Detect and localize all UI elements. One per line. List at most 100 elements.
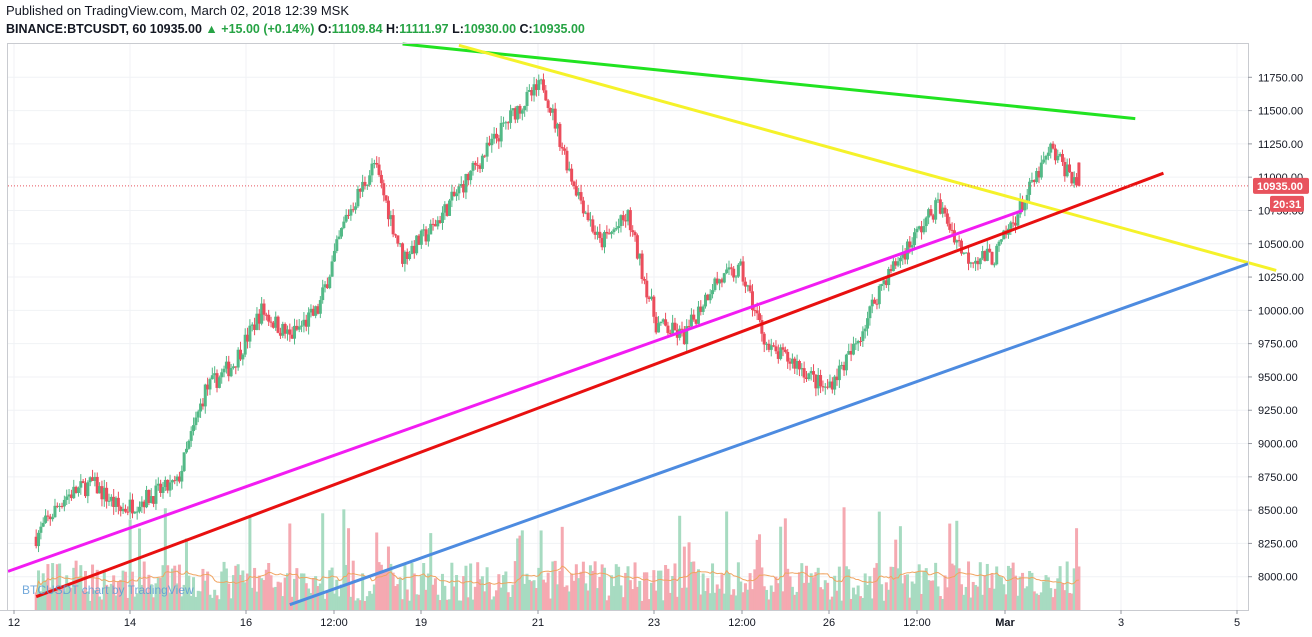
candle-body xyxy=(983,251,987,261)
volume-bar xyxy=(227,583,231,610)
volume-bar xyxy=(88,600,92,610)
volume-bar xyxy=(1070,593,1074,610)
volume-bar xyxy=(941,598,945,610)
symbol-label[interactable]: BINANCE:BTCUSDT, 60 xyxy=(6,22,147,36)
candle-body xyxy=(422,229,426,231)
volume-bar xyxy=(156,577,160,610)
volume-bar xyxy=(368,591,372,610)
green-trendline[interactable] xyxy=(402,42,1136,121)
candle-body xyxy=(903,252,907,260)
volume-bar xyxy=(1049,588,1053,610)
volume-bar xyxy=(114,595,118,610)
volume-bar xyxy=(905,574,909,610)
candle-body xyxy=(398,243,402,245)
time-tick-label: 12:00 xyxy=(903,617,931,629)
candle-body xyxy=(612,229,616,233)
candle-body xyxy=(154,485,158,504)
candle-body xyxy=(847,351,851,355)
volume-bar xyxy=(285,573,289,610)
candle-body xyxy=(53,505,57,518)
candle-body xyxy=(199,403,203,412)
blue-trendline[interactable] xyxy=(289,262,1249,607)
candle-body xyxy=(861,331,865,342)
candle-body xyxy=(210,375,214,380)
candle-body xyxy=(891,261,895,272)
volume-bar xyxy=(546,572,550,610)
volume-bar xyxy=(208,594,212,610)
candle-body xyxy=(633,232,637,236)
candle-body xyxy=(215,373,219,388)
candle-body xyxy=(429,223,433,235)
volume-bar xyxy=(417,594,421,610)
candle-body xyxy=(765,343,769,345)
volume-bar xyxy=(1009,568,1013,610)
price-chart[interactable]: 8000.00 8250.00 8500.00 8750.00 9000.00 9250.… xyxy=(0,40,1312,637)
candle-body xyxy=(581,200,585,214)
volume-bar xyxy=(901,583,905,610)
volume-bar xyxy=(509,596,513,610)
candle-body xyxy=(504,122,508,124)
candle-body xyxy=(718,279,722,284)
candle-body xyxy=(830,381,834,390)
volume-bar xyxy=(112,575,116,610)
volume-bar xyxy=(673,563,677,610)
volume-bar xyxy=(976,586,980,610)
volume-bar xyxy=(732,589,736,610)
volume-bar xyxy=(628,580,632,610)
candle-body xyxy=(41,522,45,527)
candle-body xyxy=(898,257,902,262)
red-trendline[interactable] xyxy=(35,171,1164,599)
yellow-trendline[interactable] xyxy=(458,43,1277,272)
magenta-trendline[interactable] xyxy=(7,209,1024,573)
time-tick-label: 23 xyxy=(648,617,660,629)
volume-bar xyxy=(126,597,130,610)
volume-bar xyxy=(149,584,153,610)
volume-bar xyxy=(147,574,151,610)
volume-bar xyxy=(309,592,313,610)
trendlines[interactable] xyxy=(7,42,1277,607)
price-tick-label: 9250.00 xyxy=(1258,405,1298,417)
volume-bar xyxy=(706,578,710,610)
volume-bar xyxy=(518,535,522,610)
volume-bar xyxy=(591,570,595,610)
candle-body xyxy=(1021,200,1025,211)
volume-bar xyxy=(586,590,590,610)
volume-bar xyxy=(1075,528,1079,610)
candle-body xyxy=(222,368,226,373)
volume-bar xyxy=(520,530,524,610)
candle-body xyxy=(349,209,353,216)
candle-body xyxy=(67,494,71,497)
volume-bar xyxy=(1077,566,1081,610)
countdown-value: 20:31 xyxy=(1273,199,1301,211)
volume-bar xyxy=(788,576,792,610)
candle-body xyxy=(410,245,414,254)
candle-body xyxy=(100,486,104,500)
volume-bar xyxy=(769,585,773,610)
candle-body xyxy=(856,341,860,344)
candle-body xyxy=(250,324,254,326)
price-axis[interactable]: 8000.00 8250.00 8500.00 8750.00 9000.00 9250.… xyxy=(1248,72,1304,584)
time-axis[interactable]: 12 14 16 12:00 19 21 23 12:00 26 12:00 Mar 3 5 xyxy=(0,610,1248,629)
volume-bar xyxy=(440,573,444,610)
candle-body xyxy=(203,384,207,407)
volume-bar xyxy=(471,599,475,610)
volume-bar xyxy=(351,560,355,610)
volume-bar xyxy=(48,587,52,610)
volume-bar xyxy=(624,572,628,610)
candle-body xyxy=(234,366,238,368)
volume-bar xyxy=(462,576,466,610)
candle-body xyxy=(854,343,858,345)
candle-body xyxy=(539,79,543,81)
volume-bar xyxy=(856,585,860,610)
candle-body xyxy=(365,184,369,186)
candle-body xyxy=(748,285,752,292)
volume-bar xyxy=(163,508,167,610)
volume-bar xyxy=(870,598,874,610)
time-tick-label: Mar xyxy=(995,617,1015,629)
volume-bar xyxy=(664,565,668,610)
volume-bar xyxy=(72,567,76,610)
candle-body xyxy=(692,314,696,320)
volume-bar xyxy=(394,586,397,610)
candle-body xyxy=(736,264,740,277)
candle-body xyxy=(229,367,233,377)
